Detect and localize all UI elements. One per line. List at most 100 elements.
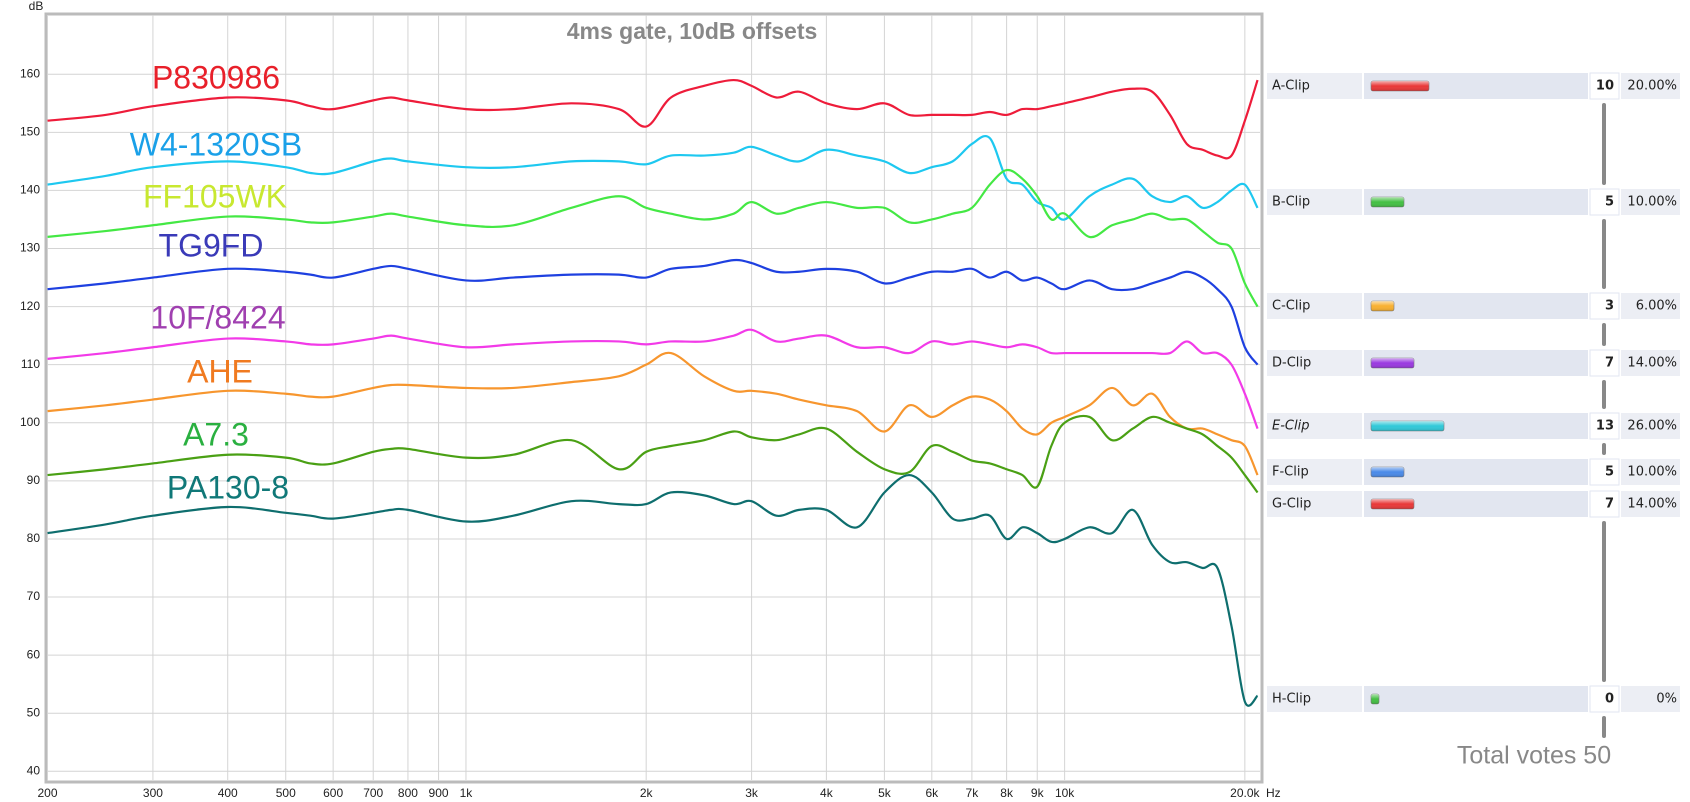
percent-cell bbox=[1621, 350, 1680, 376]
bar-gloss bbox=[1371, 301, 1394, 311]
label-cell bbox=[1267, 413, 1362, 439]
label-cell bbox=[1267, 686, 1362, 712]
vote-count: 5 bbox=[1605, 195, 1614, 210]
y-tick-label: 70 bbox=[27, 589, 41, 603]
grid: 40 50 60 70 80 90 100 110 120 130 140 150 160 200 300 4… bbox=[20, 15, 1261, 800]
poll: A-Clip 10 20.00% B-Clip 5 10.00% C-Clip 3 6.00% D… bbox=[1267, 72, 1680, 738]
vote-percent: 0% bbox=[1656, 692, 1677, 707]
bar-gloss bbox=[1371, 694, 1379, 704]
curve bbox=[47, 414, 1259, 494]
series-label: A7.3 bbox=[183, 416, 249, 452]
x-tick-label: 300 bbox=[143, 786, 163, 800]
votes-cell bbox=[1589, 685, 1620, 713]
x-tick-label: 5k bbox=[878, 786, 892, 800]
series-label: TG9FD bbox=[159, 227, 264, 263]
percent-cell bbox=[1621, 293, 1680, 319]
votes-cell bbox=[1589, 349, 1620, 377]
option-label: G-Clip bbox=[1272, 497, 1311, 512]
y-axis-label: dB bbox=[29, 0, 44, 13]
x-tick-label: 10k bbox=[1055, 786, 1075, 800]
plot-frame bbox=[44, 12, 1264, 784]
curve bbox=[47, 328, 1259, 429]
vote-percent: 26.00% bbox=[1627, 419, 1677, 434]
chart-title: 4ms gate, 10dB offsets bbox=[567, 18, 818, 44]
bar-gloss bbox=[1371, 197, 1404, 207]
label-cell bbox=[1267, 350, 1362, 376]
curve bbox=[47, 351, 1259, 476]
curve bbox=[47, 78, 1259, 160]
option-label: F-Clip bbox=[1272, 465, 1309, 480]
votes-cell bbox=[1589, 458, 1620, 486]
curve bbox=[47, 473, 1259, 707]
x-tick-label: 1k bbox=[460, 786, 474, 800]
vote-count: 5 bbox=[1605, 465, 1614, 480]
series-label: 10F/8424 bbox=[150, 299, 285, 335]
vote-percent: 14.00% bbox=[1627, 356, 1677, 371]
y-tick-label: 150 bbox=[20, 125, 40, 139]
label-cell bbox=[1267, 73, 1362, 99]
y-tick-label: 40 bbox=[27, 763, 41, 777]
x-tick-label: 200 bbox=[37, 786, 57, 800]
label-cell bbox=[1267, 491, 1362, 517]
vote-percent: 20.00% bbox=[1627, 79, 1677, 94]
total-votes: Total votes 50 bbox=[1457, 742, 1611, 770]
bar-cell bbox=[1364, 686, 1588, 712]
percent-cell bbox=[1621, 413, 1680, 439]
vote-count: 10 bbox=[1596, 79, 1614, 94]
bar-gloss bbox=[1371, 421, 1444, 431]
vote-count: 7 bbox=[1605, 497, 1614, 512]
x-tick-label: 9k bbox=[1031, 786, 1045, 800]
x-tick-label: 7k bbox=[966, 786, 980, 800]
bar-gloss bbox=[1371, 467, 1404, 477]
vote-percent: 14.00% bbox=[1627, 497, 1677, 512]
vote-count: 7 bbox=[1605, 356, 1614, 371]
y-tick-label: 110 bbox=[21, 357, 40, 371]
x-tick-label: 8k bbox=[1000, 786, 1014, 800]
votes-cell bbox=[1589, 188, 1620, 216]
option-label: H-Clip bbox=[1272, 692, 1311, 707]
series-label: W4-1320SB bbox=[130, 126, 303, 162]
bar-cell bbox=[1364, 293, 1588, 319]
vote-percent: 6.00% bbox=[1636, 299, 1677, 314]
vote-count: 0 bbox=[1605, 692, 1614, 707]
y-tick-label: 90 bbox=[27, 473, 41, 487]
connector bbox=[1602, 103, 1606, 185]
option-label: B-Clip bbox=[1272, 195, 1310, 210]
curves: P830986 W4-1320SB FF105WK TG9FD 10F/8424 AHE A… bbox=[47, 59, 1259, 707]
connector bbox=[1602, 219, 1606, 289]
connector bbox=[1602, 443, 1606, 455]
x-axis-label: Hz bbox=[1266, 786, 1281, 800]
bar-gloss bbox=[1371, 358, 1414, 368]
x-tick-label: 3k bbox=[745, 786, 759, 800]
bar-gloss bbox=[1371, 81, 1429, 91]
y-tick-label: 140 bbox=[20, 183, 40, 197]
curve bbox=[47, 134, 1259, 221]
vote-percent: 10.00% bbox=[1627, 465, 1677, 480]
x-tick-label: 800 bbox=[398, 786, 418, 800]
votes-cell bbox=[1589, 490, 1620, 518]
percent-cell bbox=[1621, 189, 1680, 215]
percent-cell bbox=[1621, 459, 1680, 485]
x-tick-label: 900 bbox=[429, 786, 449, 800]
vote-count: 13 bbox=[1596, 419, 1614, 434]
x-tick-label: 2k bbox=[640, 786, 654, 800]
connector bbox=[1602, 380, 1606, 409]
votes-cell bbox=[1589, 292, 1620, 320]
x-tick-label: 6k bbox=[925, 786, 939, 800]
x-tick-label: 20.0k bbox=[1230, 786, 1260, 800]
percent-cell bbox=[1621, 491, 1680, 517]
y-tick-label: 60 bbox=[27, 647, 41, 661]
curve bbox=[47, 168, 1259, 308]
x-tick-label: 600 bbox=[323, 786, 343, 800]
connector bbox=[1602, 716, 1606, 738]
y-tick-label: 100 bbox=[20, 415, 40, 429]
x-tick-label: 700 bbox=[363, 786, 383, 800]
percent-cell bbox=[1621, 73, 1680, 99]
vote-count: 3 bbox=[1605, 299, 1614, 314]
vote-percent: 10.00% bbox=[1627, 195, 1677, 210]
series-label: PA130-8 bbox=[167, 469, 289, 505]
x-tick-label: 400 bbox=[218, 786, 238, 800]
y-tick-label: 50 bbox=[27, 705, 41, 719]
option-label: D-Clip bbox=[1272, 356, 1311, 371]
